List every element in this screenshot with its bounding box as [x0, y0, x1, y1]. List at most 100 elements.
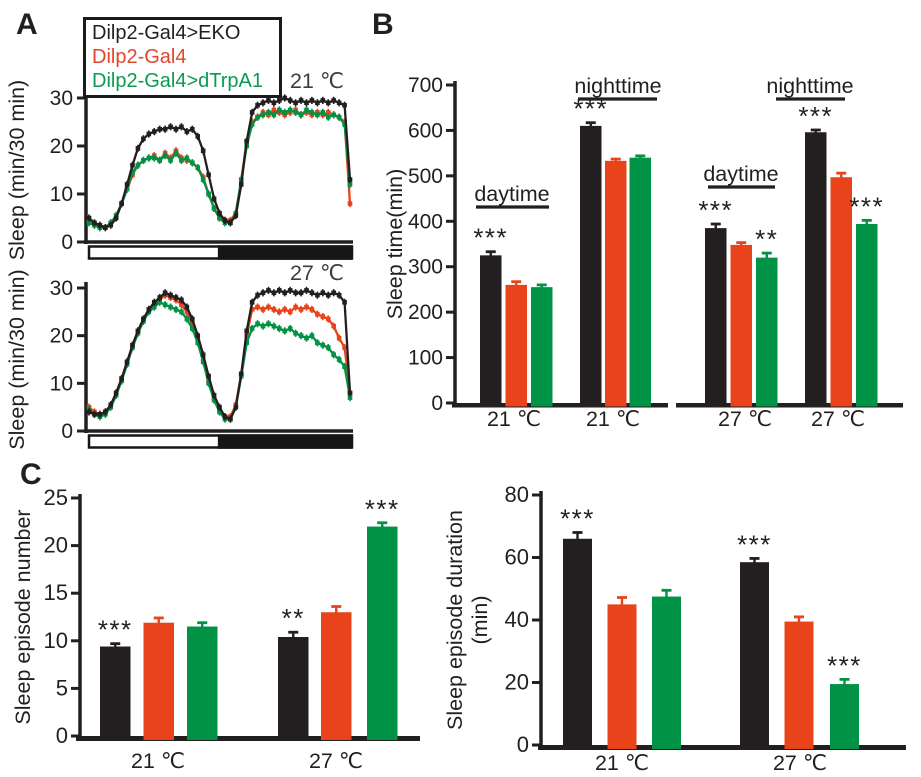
data-point-marker — [282, 290, 288, 296]
data-point-marker — [331, 112, 336, 118]
series-eko — [86, 286, 353, 423]
y-tick-label: 20 — [50, 325, 73, 348]
bar — [830, 177, 852, 407]
data-point-marker — [325, 292, 331, 298]
data-point-marker — [342, 364, 347, 369]
y-axis-label: Sleep time(min) — [383, 169, 407, 320]
bar-group: *** *** 27 ℃ — [737, 529, 860, 775]
bar-group: *** *** 27 ℃ — [798, 101, 884, 431]
data-point-marker — [298, 290, 304, 296]
group-label: 27 ℃ — [811, 407, 865, 431]
data-point-marker — [271, 307, 277, 312]
data-point-marker — [336, 335, 342, 341]
data-point-marker — [304, 304, 309, 310]
data-point-marker — [271, 107, 277, 113]
data-point-marker — [113, 390, 119, 396]
bar — [856, 224, 878, 407]
data-point-marker — [309, 110, 315, 115]
data-point-marker — [277, 326, 282, 331]
data-point-marker — [103, 409, 108, 415]
significance-stars: ** — [755, 224, 778, 254]
data-point-marker — [277, 309, 282, 315]
daytime-label: daytime — [474, 182, 549, 206]
bar — [629, 157, 651, 407]
data-point-marker — [331, 98, 336, 103]
data-point-marker — [157, 126, 162, 132]
data-point-marker — [255, 114, 260, 120]
data-point-marker — [135, 328, 141, 334]
data-point-marker — [97, 222, 103, 228]
data-point-marker — [151, 129, 157, 134]
data-point-marker — [325, 316, 331, 322]
group-label: 27 ℃ — [309, 749, 363, 773]
data-point-marker — [97, 412, 103, 417]
data-point-marker — [325, 100, 331, 106]
data-point-marker — [141, 158, 146, 163]
significance-stars: *** — [473, 223, 508, 253]
significance-stars: *** — [849, 191, 884, 221]
group-label: 21 ℃ — [586, 407, 640, 431]
bar-group: *** 21 ℃ — [573, 94, 651, 431]
y-tick-label: 10 — [50, 372, 73, 395]
y-tick-label: 20 — [44, 533, 68, 558]
significance-stars: *** — [798, 101, 833, 131]
data-point-marker — [309, 333, 315, 338]
photoperiod-bar-dark — [217, 434, 352, 449]
series-eko — [86, 94, 353, 232]
panel-c-label: C — [20, 458, 42, 491]
bar — [830, 684, 859, 749]
data-point-marker — [168, 292, 173, 298]
data-point-marker — [190, 126, 195, 132]
data-point-marker — [293, 100, 298, 106]
data-point-marker — [249, 300, 255, 305]
bar — [100, 646, 131, 740]
bar — [321, 612, 352, 740]
y-tick-label: 5 — [56, 675, 68, 700]
y-axis-label: Sleep episode number — [11, 509, 35, 724]
data-point-marker — [211, 196, 217, 202]
significance-stars: *** — [365, 494, 400, 524]
data-point-marker — [233, 404, 239, 410]
bar-group: *****27 ℃ — [698, 195, 778, 431]
data-point-marker — [255, 102, 260, 108]
data-point-marker — [103, 225, 108, 230]
data-point-marker — [190, 326, 195, 331]
series-dtrpa1 — [86, 106, 353, 232]
y-axis-label: Sleep episode duration — [443, 510, 467, 730]
data-point-marker — [309, 307, 315, 312]
y-tick-label: 40 — [505, 607, 529, 632]
data-point-marker — [287, 107, 293, 113]
bar — [278, 636, 309, 740]
y-tick-label: 0 — [61, 420, 73, 443]
data-point-marker — [151, 304, 157, 310]
data-point-marker — [168, 158, 173, 163]
data-point-marker — [141, 316, 146, 322]
bar-group: *****27 ℃ — [278, 494, 400, 773]
y-tick-label: 100 — [408, 347, 443, 370]
data-point-marker — [336, 114, 342, 120]
data-point-marker — [320, 342, 326, 348]
data-point-marker — [124, 186, 130, 192]
legend-item-gal4: Dilp2-Gal4 — [92, 46, 187, 68]
data-point-marker — [347, 201, 353, 206]
data-point-marker — [179, 158, 184, 163]
y-tick-label: 60 — [505, 545, 529, 570]
data-point-marker — [315, 292, 320, 298]
x-axis — [452, 403, 668, 408]
bar — [480, 255, 502, 407]
data-point-marker — [162, 126, 168, 132]
bar-group: *** 21 ℃ — [560, 504, 681, 775]
data-point-marker — [342, 122, 347, 127]
data-point-marker — [336, 292, 342, 298]
data-point-marker — [200, 148, 206, 154]
data-point-marker — [347, 390, 353, 396]
data-point-marker — [108, 222, 114, 228]
data-point-marker — [255, 304, 260, 310]
data-point-marker — [271, 112, 277, 118]
data-point-marker — [244, 138, 249, 144]
data-point-marker — [347, 177, 353, 182]
data-point-marker — [200, 177, 206, 182]
data-point-marker — [190, 321, 195, 327]
data-point-marker — [190, 160, 195, 166]
